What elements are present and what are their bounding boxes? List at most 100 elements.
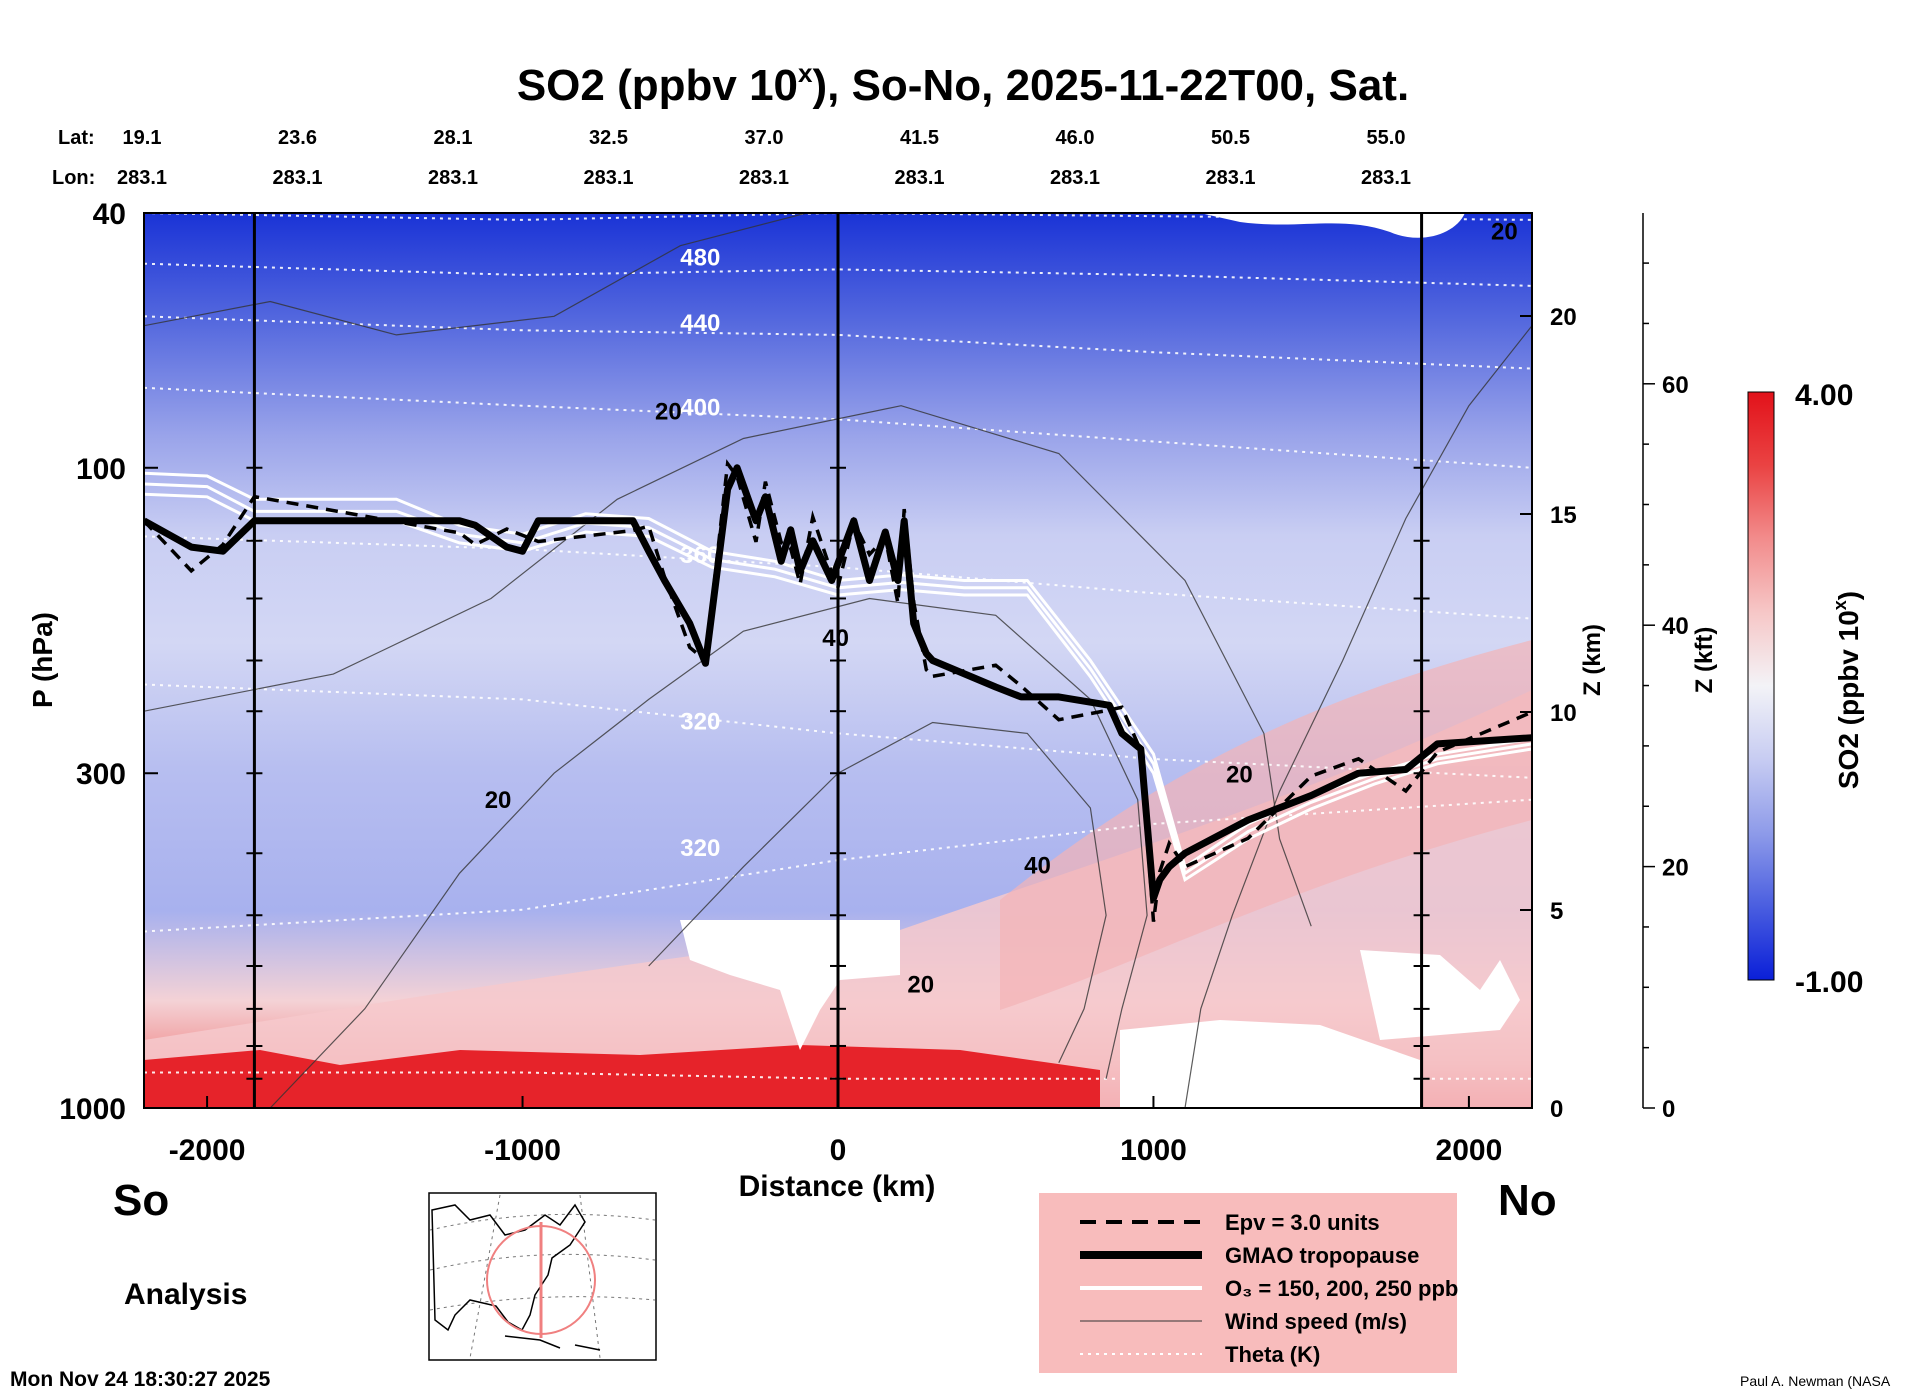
o3-line (144, 492, 1532, 883)
so2-mid-positive-region (1000, 640, 1532, 1010)
zkft-tick-label: 40 (1662, 613, 1689, 640)
theta-label: 320 (680, 708, 720, 735)
zkm-tick-label: 15 (1550, 502, 1577, 529)
wind-line (144, 213, 807, 336)
zkm-tick-label: 10 (1550, 700, 1577, 727)
lat-value: 32.5 (589, 127, 628, 149)
theta-line (144, 315, 1532, 370)
lon-value: 283.1 (894, 167, 944, 189)
north-label: No (1498, 1176, 1557, 1225)
legend-label: O₃ = 150, 200, 250 ppb (1225, 1276, 1458, 1301)
wind-label: 20 (485, 787, 512, 814)
epv-line (144, 459, 1532, 922)
lon-value: 283.1 (272, 167, 322, 189)
y-axis-label: P (hPa) (27, 612, 58, 708)
lon-label: Lon: (52, 167, 95, 189)
zkm-tick-label: 0 (1550, 1096, 1563, 1123)
colorbar-label: SO2 (ppbv 10x) (1830, 591, 1864, 789)
lon-value: 283.1 (1050, 167, 1100, 189)
x-tick-label: 0 (830, 1134, 847, 1167)
lat-label: Lat: (58, 127, 95, 149)
theta-label: 400 (680, 394, 720, 421)
colorbar-bar (1747, 391, 1775, 981)
theta-label: 320 (680, 835, 720, 862)
wind-label: 20 (1491, 219, 1518, 246)
lat-value: 41.5 (900, 127, 939, 149)
theta-label: 520 (680, 188, 720, 215)
lat-value: 55.0 (1367, 127, 1406, 149)
zkm-tick-label: 5 (1550, 898, 1563, 925)
y-tick-label: 300 (76, 758, 126, 791)
colorbar: 4.00 -1.00 SO2 (ppbv 10x) (1747, 379, 1864, 999)
theta-line (144, 535, 1532, 620)
lat-value: 46.0 (1056, 127, 1095, 149)
legend-label: GMAO tropopause (1225, 1243, 1419, 1268)
terrain-mask-1 (680, 920, 900, 1050)
lat-value: 50.5 (1211, 127, 1250, 149)
legend-label: Theta (K) (1225, 1342, 1320, 1367)
zkm-tick-label: 20 (1550, 304, 1577, 331)
legend-label: Epv = 3.0 units (1225, 1210, 1380, 1235)
wind-label: 20 (907, 971, 934, 998)
coordinate-header: Lat: Lon: 19.1 283.1 23.6 283.1 28.1 283.1 32.5 2… (52, 127, 1411, 189)
zkft-tick-label: 20 (1662, 855, 1689, 882)
lat-value: 23.6 (278, 127, 317, 149)
analysis-label: Analysis (124, 1278, 247, 1311)
wind-label: 20 (1226, 761, 1253, 788)
wind-line (269, 597, 1148, 1108)
tropopause-lines (144, 459, 1532, 922)
caribbean (504, 1335, 601, 1351)
so2-positive-band (144, 690, 1532, 1108)
lon-value: 283.1 (1205, 167, 1255, 189)
so2-surface-max (144, 1045, 1100, 1108)
credit: Paul A. Newman (NASA (1740, 1373, 1891, 1389)
zkft-tick-label: 60 (1662, 372, 1689, 399)
wind-line (1184, 325, 1532, 1108)
y-tick-label: 40 (93, 198, 126, 231)
upper-right-mask (1200, 213, 1465, 238)
theta-label: 440 (680, 310, 720, 337)
wind-speed-contours: 20 20 40 20 40 20 20 (144, 213, 1532, 1108)
x-tick-label: 1000 (1120, 1134, 1187, 1167)
wind-line (648, 721, 1107, 1064)
lon-value: 283.1 (583, 167, 633, 189)
lon-value: 283.1 (739, 167, 789, 189)
chart-title: SO2 (ppbv 10x), So-No, 2025-11-22T00, Sa… (517, 58, 1409, 110)
theta-label: 480 (680, 244, 720, 271)
lat-value: 19.1 (123, 127, 162, 149)
lon-value: 283.1 (117, 167, 167, 189)
x-axis-label: Distance (km) (739, 1170, 936, 1203)
location-map (428, 1192, 657, 1361)
zkft-axis-label: Z (kft) (1691, 627, 1718, 694)
zkft-tick-label: 0 (1662, 1096, 1675, 1123)
terrain-mask-3 (1360, 950, 1520, 1040)
legend-label: Wind speed (m/s) (1225, 1309, 1407, 1334)
wind-label: 40 (1024, 852, 1051, 879)
y-tick-label: 100 (76, 453, 126, 486)
wind-label: 40 (822, 625, 849, 652)
lat-value: 28.1 (434, 127, 473, 149)
wind-line (144, 405, 1312, 927)
zkm-axis-label: Z (km) (1579, 624, 1606, 696)
x-tick-label: 2000 (1436, 1134, 1503, 1167)
wind-label: 20 (655, 398, 682, 425)
theta-line (144, 1071, 1532, 1080)
south-label: So (113, 1176, 169, 1225)
colorbar-min-label: -1.00 (1795, 966, 1863, 999)
x-tick-label: -1000 (484, 1134, 561, 1167)
legend: Epv = 3.0 units GMAO tropopause O₃ = 150, … (1039, 1193, 1458, 1373)
lat-value: 37.0 (745, 127, 784, 149)
theta-line (144, 213, 1532, 221)
tropopause-line (144, 464, 1532, 902)
lon-value: 283.1 (428, 167, 478, 189)
x-tick-label: -2000 (169, 1134, 246, 1167)
timestamp: Mon Nov 24 18:30:27 2025 (10, 1368, 271, 1391)
y-tick-label: 1000 (59, 1093, 126, 1126)
vertical-markers (246, 213, 1430, 1108)
colorbar-max-label: 4.00 (1795, 379, 1853, 412)
coastline (431, 1203, 586, 1332)
theta-line (144, 386, 1532, 469)
lon-value: 283.1 (1361, 167, 1411, 189)
